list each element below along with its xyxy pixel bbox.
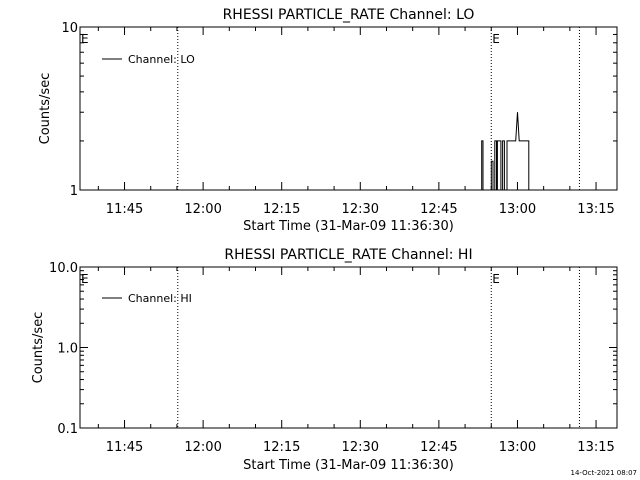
x-tick-label: 12:00 [184, 202, 221, 217]
x-tick-label: 13:15 [577, 202, 614, 217]
x-tick-label: 12:30 [342, 440, 379, 455]
legend-label: Channel: LO [128, 53, 195, 66]
plot-frame [79, 26, 618, 191]
x-tick-label: 11:45 [106, 202, 143, 217]
legend-label: Channel: HI [128, 292, 192, 305]
y-tick-label: 1.0 [57, 342, 78, 357]
y-axis-label: Counts/sec [38, 73, 53, 145]
x-tick-label: 11:45 [106, 440, 143, 455]
y-tick-label: 0.1 [57, 422, 78, 437]
x-axis-label: Start Time (31-Mar-09 11:36:30) [243, 458, 454, 473]
footer-timestamp: 14-Oct-2021 08:07 [571, 469, 637, 477]
x-tick-label: 12:00 [184, 440, 221, 455]
event-label: E [492, 272, 500, 286]
event-label: E [492, 32, 500, 46]
x-tick-label: 12:45 [420, 440, 457, 455]
x-tick-label: 12:45 [420, 202, 457, 217]
event-label: E [81, 32, 89, 46]
x-tick-label: 13:00 [499, 440, 536, 455]
y-axis-label: Counts/sec [31, 312, 46, 384]
x-tick-label: 12:15 [263, 202, 300, 217]
y-tick-label: 10 [61, 21, 78, 36]
chart-hi-channel: RHESSI PARTICLE_RATE Channel: HI 11:45 12:… [31, 247, 618, 473]
y-tick-label: 10.0 [49, 261, 78, 276]
event-label: E [81, 272, 89, 286]
y-tick-label: 1 [70, 184, 78, 199]
x-tick-label: 12:15 [263, 440, 300, 455]
x-tick-label: 12:30 [342, 202, 379, 217]
x-tick-label: 13:15 [577, 440, 614, 455]
chart-title: RHESSI PARTICLE_RATE Channel: HI [224, 247, 472, 263]
series-line [80, 112, 550, 191]
chart-title: RHESSI PARTICLE_RATE Channel: LO [223, 7, 475, 23]
x-tick-label: 13:00 [499, 202, 536, 217]
chart-lo-channel: RHESSI PARTICLE_RATE Channel: LO 11:45 12:… [38, 7, 618, 234]
x-axis-label: Start Time (31-Mar-09 11:36:30) [243, 219, 454, 234]
